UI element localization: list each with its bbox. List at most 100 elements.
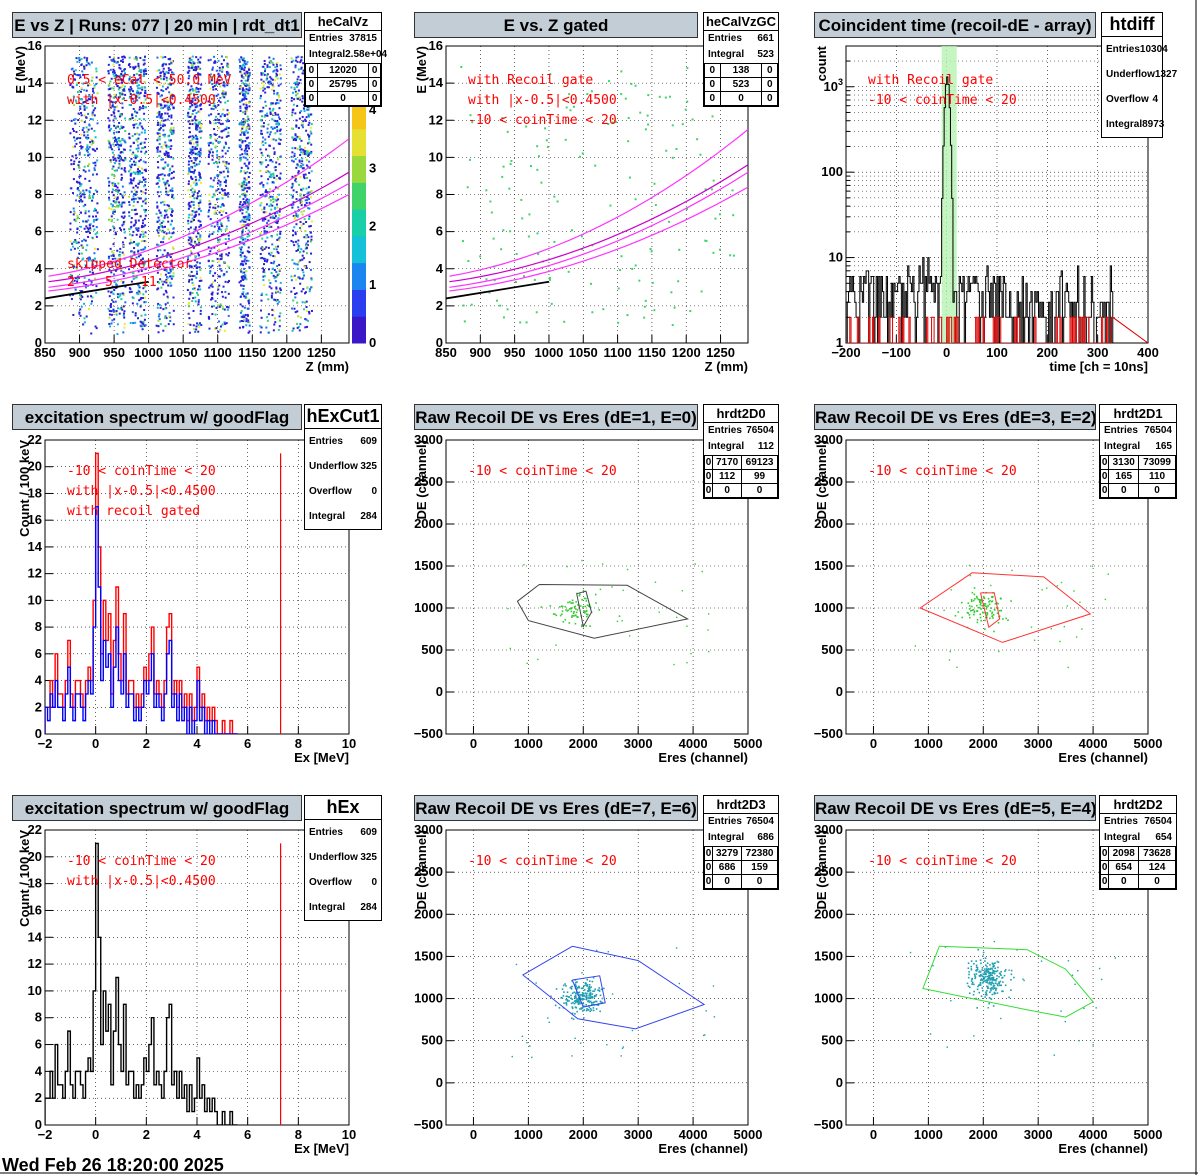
heat-cell bbox=[113, 273, 115, 275]
heat-cell bbox=[83, 131, 85, 133]
heat-cell bbox=[131, 217, 133, 219]
scatter-point bbox=[989, 610, 991, 612]
heat-cell bbox=[188, 180, 190, 182]
heat-cell bbox=[191, 191, 193, 193]
heat-cell bbox=[188, 164, 190, 166]
heat-cell bbox=[124, 237, 126, 239]
heat-cell bbox=[259, 170, 261, 172]
scatter-point bbox=[563, 1002, 565, 1004]
heat-cell bbox=[139, 109, 141, 111]
heat-cell bbox=[95, 136, 97, 138]
heat-cell bbox=[628, 117, 630, 119]
heat-cell bbox=[87, 154, 89, 156]
scatter-point bbox=[988, 601, 990, 603]
heat-cell bbox=[305, 199, 307, 201]
heat-cell bbox=[270, 112, 272, 114]
heat-cell bbox=[299, 118, 301, 120]
heat-cell bbox=[239, 160, 241, 162]
heat-cell bbox=[228, 235, 230, 237]
heat-cell bbox=[222, 156, 224, 158]
colorbar-tick-label: 3 bbox=[369, 160, 376, 175]
heat-cell bbox=[109, 142, 111, 144]
heat-cell bbox=[224, 176, 226, 178]
tick-label-x: 0 bbox=[470, 1127, 477, 1142]
heat-cell bbox=[171, 60, 173, 62]
heat-cell bbox=[222, 109, 224, 111]
heat-cell bbox=[92, 197, 94, 199]
heat-cell bbox=[243, 69, 245, 71]
heat-cell bbox=[191, 119, 193, 121]
tick-label-x: 1200 bbox=[672, 345, 701, 360]
heat-cell bbox=[509, 230, 511, 232]
heat-cell bbox=[78, 113, 80, 115]
heat-cell bbox=[123, 221, 125, 223]
heat-cell bbox=[310, 286, 312, 288]
heat-cell bbox=[85, 249, 87, 251]
heat-cell bbox=[247, 167, 249, 169]
heat-cell bbox=[306, 193, 308, 195]
heat-cell bbox=[134, 189, 136, 191]
heat-cell bbox=[241, 80, 243, 82]
heat-cell bbox=[302, 126, 304, 128]
heat-cell bbox=[129, 204, 131, 206]
heat-cell bbox=[142, 236, 144, 238]
heat-cell bbox=[195, 328, 197, 330]
heat-cell bbox=[123, 315, 125, 317]
heat-cell bbox=[223, 59, 225, 61]
heat-cell bbox=[190, 221, 192, 223]
heat-cell bbox=[197, 288, 199, 290]
heat-cell bbox=[276, 239, 278, 241]
heat-cell bbox=[273, 324, 275, 326]
heat-cell bbox=[81, 200, 83, 202]
heat-cell bbox=[310, 152, 312, 154]
heat-cell bbox=[266, 237, 268, 239]
heat-cell bbox=[133, 124, 135, 126]
heat-cell bbox=[243, 268, 245, 270]
heat-cell bbox=[200, 124, 202, 126]
heat-cell bbox=[243, 177, 245, 179]
heat-cell bbox=[221, 258, 223, 260]
heat-cell bbox=[226, 136, 228, 138]
heat-cell bbox=[245, 98, 247, 100]
heat-cell bbox=[265, 211, 267, 213]
heat-cell bbox=[171, 232, 173, 234]
scatter-point bbox=[589, 625, 591, 627]
heat-cell bbox=[303, 174, 305, 176]
heat-cell bbox=[137, 173, 139, 175]
heat-cell bbox=[163, 201, 165, 203]
heat-cell bbox=[299, 193, 301, 195]
heat-cell bbox=[272, 201, 274, 203]
heat-cell bbox=[310, 133, 312, 135]
heat-cell bbox=[651, 250, 653, 252]
heat-cell bbox=[226, 271, 228, 273]
heat-cell bbox=[123, 327, 125, 329]
heat-cell bbox=[247, 137, 249, 139]
heat-cell bbox=[510, 163, 512, 165]
heat-cell bbox=[160, 56, 162, 58]
heat-cell bbox=[124, 141, 126, 143]
scatter-point bbox=[971, 601, 973, 603]
heat-cell bbox=[138, 147, 140, 149]
scatter-point bbox=[555, 1005, 557, 1007]
heat-cell bbox=[113, 58, 115, 60]
heat-cell bbox=[121, 195, 123, 197]
heat-cell bbox=[86, 59, 88, 61]
heat-cell bbox=[141, 126, 143, 128]
tick-label-y: 0 bbox=[35, 335, 42, 350]
heat-cell bbox=[218, 122, 220, 124]
heat-cell bbox=[160, 202, 162, 204]
heat-cell bbox=[70, 163, 72, 165]
scatter-point bbox=[565, 999, 567, 1001]
heat-cell bbox=[218, 119, 220, 121]
tick-label-x: 5000 bbox=[734, 1127, 763, 1142]
heat-cell bbox=[122, 252, 124, 254]
heat-cell bbox=[194, 242, 196, 244]
heat-cell bbox=[219, 276, 221, 278]
heat-cell bbox=[135, 185, 137, 187]
heat-cell bbox=[302, 271, 304, 273]
heat-cell bbox=[536, 145, 538, 147]
heat-cell bbox=[113, 289, 115, 291]
scatter-point bbox=[984, 628, 986, 630]
heat-cell bbox=[208, 215, 210, 217]
heat-cell bbox=[111, 314, 113, 316]
